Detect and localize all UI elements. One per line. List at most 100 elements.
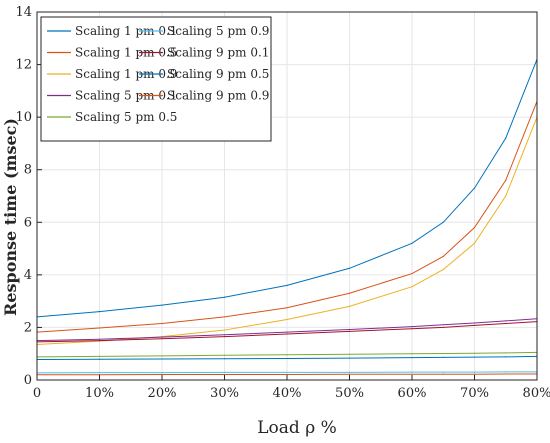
series-point bbox=[98, 338, 101, 340]
series-point bbox=[286, 333, 288, 335]
legend-label: Scaling 9 pm 0.9 bbox=[167, 89, 269, 103]
series-point bbox=[348, 328, 351, 331]
series-point bbox=[473, 324, 476, 326]
series-point bbox=[161, 338, 163, 340]
series-point bbox=[473, 371, 476, 373]
series-point bbox=[442, 269, 444, 271]
series-point bbox=[505, 322, 507, 325]
x-axis-title: Load ρ % bbox=[257, 418, 337, 438]
series-point bbox=[98, 372, 101, 374]
x-tick-label: 40% bbox=[273, 386, 302, 401]
series-point bbox=[442, 324, 444, 326]
series-point bbox=[505, 373, 507, 375]
series-point bbox=[286, 357, 288, 360]
series-point bbox=[442, 356, 444, 358]
y-axis-title: Response time (msec) bbox=[1, 118, 20, 316]
series-point bbox=[505, 179, 507, 181]
series-point bbox=[286, 307, 288, 309]
series-point bbox=[223, 371, 226, 373]
x-tick-label: 70% bbox=[460, 386, 489, 401]
x-tick-label: 0 bbox=[33, 386, 41, 401]
series-point bbox=[223, 358, 226, 360]
x-tick-label: 80% bbox=[523, 386, 550, 401]
series-point bbox=[411, 328, 413, 330]
series-point bbox=[442, 352, 444, 355]
series-point bbox=[348, 373, 351, 375]
series-point bbox=[411, 371, 413, 373]
series-point bbox=[161, 336, 163, 338]
series-point bbox=[411, 353, 413, 355]
series-point bbox=[473, 356, 476, 358]
series-point bbox=[286, 284, 288, 286]
series-point bbox=[286, 331, 288, 333]
series-point bbox=[442, 373, 444, 375]
y-tick-label: 12 bbox=[15, 58, 32, 73]
series-point bbox=[98, 339, 101, 342]
series-point bbox=[442, 326, 444, 329]
series-point bbox=[161, 372, 163, 374]
series-point bbox=[348, 330, 351, 332]
series-point bbox=[223, 296, 226, 298]
series-point bbox=[348, 353, 351, 355]
series-point bbox=[223, 373, 226, 376]
series-point bbox=[286, 354, 288, 356]
series-point bbox=[505, 371, 507, 373]
y-tick-label: 2 bbox=[24, 320, 32, 335]
series-point bbox=[98, 327, 101, 329]
legend-label: Scaling 1 pm 0.1 bbox=[75, 24, 177, 38]
series-point bbox=[505, 352, 507, 354]
series-point bbox=[223, 329, 226, 331]
series-point bbox=[348, 267, 351, 269]
legend-label: Scaling 5 pm 0.1 bbox=[75, 89, 177, 103]
legend-label: Scaling 1 pm 0.5 bbox=[75, 46, 177, 60]
series-point bbox=[98, 358, 101, 360]
legend-label: Scaling 1 pm 0.9 bbox=[75, 67, 177, 81]
series-point bbox=[223, 316, 226, 318]
x-tick-label: 20% bbox=[148, 386, 177, 401]
y-tick-label: 10 bbox=[15, 110, 32, 125]
y-tick-label: 8 bbox=[24, 163, 32, 178]
series-point bbox=[411, 326, 413, 328]
series-point bbox=[411, 286, 413, 288]
series-point bbox=[98, 355, 101, 357]
legend-label: Scaling 9 pm 0.1 bbox=[167, 46, 269, 60]
series-point bbox=[473, 187, 476, 189]
legend-label: Scaling 5 pm 0.5 bbox=[75, 110, 177, 124]
x-tick-label: 30% bbox=[210, 386, 239, 401]
series-point bbox=[161, 373, 163, 376]
series-point bbox=[411, 272, 413, 275]
series-point bbox=[348, 305, 351, 307]
series-point bbox=[411, 373, 413, 375]
y-tick-label: 14 bbox=[15, 5, 32, 20]
series-point bbox=[505, 137, 507, 139]
series-point bbox=[286, 373, 288, 376]
series-point bbox=[505, 320, 507, 322]
legend-box bbox=[40, 16, 272, 142]
series-point bbox=[348, 357, 351, 359]
legend-label: Scaling 9 pm 0.5 bbox=[167, 67, 269, 81]
series-point bbox=[161, 355, 163, 357]
series-point bbox=[442, 255, 444, 258]
series-point bbox=[442, 371, 444, 373]
series-point bbox=[223, 334, 226, 336]
axis-layer: 0 10% 20% 30% 40% 50% 60% 70% 80% 0 2 4 6 8 10 12 14 bbox=[15, 5, 550, 401]
series-point bbox=[505, 195, 507, 197]
series-point bbox=[161, 358, 163, 360]
series-point bbox=[505, 356, 507, 358]
y-tick-label: 4 bbox=[24, 268, 32, 283]
legend-label: Scaling 5 pm 0.9 bbox=[167, 24, 269, 38]
x-tick-label: 10% bbox=[85, 386, 114, 401]
series-point bbox=[442, 221, 444, 223]
series-point bbox=[286, 371, 288, 373]
series-point bbox=[411, 357, 413, 359]
series-point bbox=[98, 311, 101, 313]
series-point bbox=[348, 371, 351, 373]
y-tick-label: 0 bbox=[24, 373, 32, 388]
series-point bbox=[473, 242, 476, 244]
series-point bbox=[473, 226, 476, 229]
series-point bbox=[223, 336, 226, 338]
x-tick-label: 60% bbox=[398, 386, 427, 401]
series-point bbox=[348, 292, 351, 294]
